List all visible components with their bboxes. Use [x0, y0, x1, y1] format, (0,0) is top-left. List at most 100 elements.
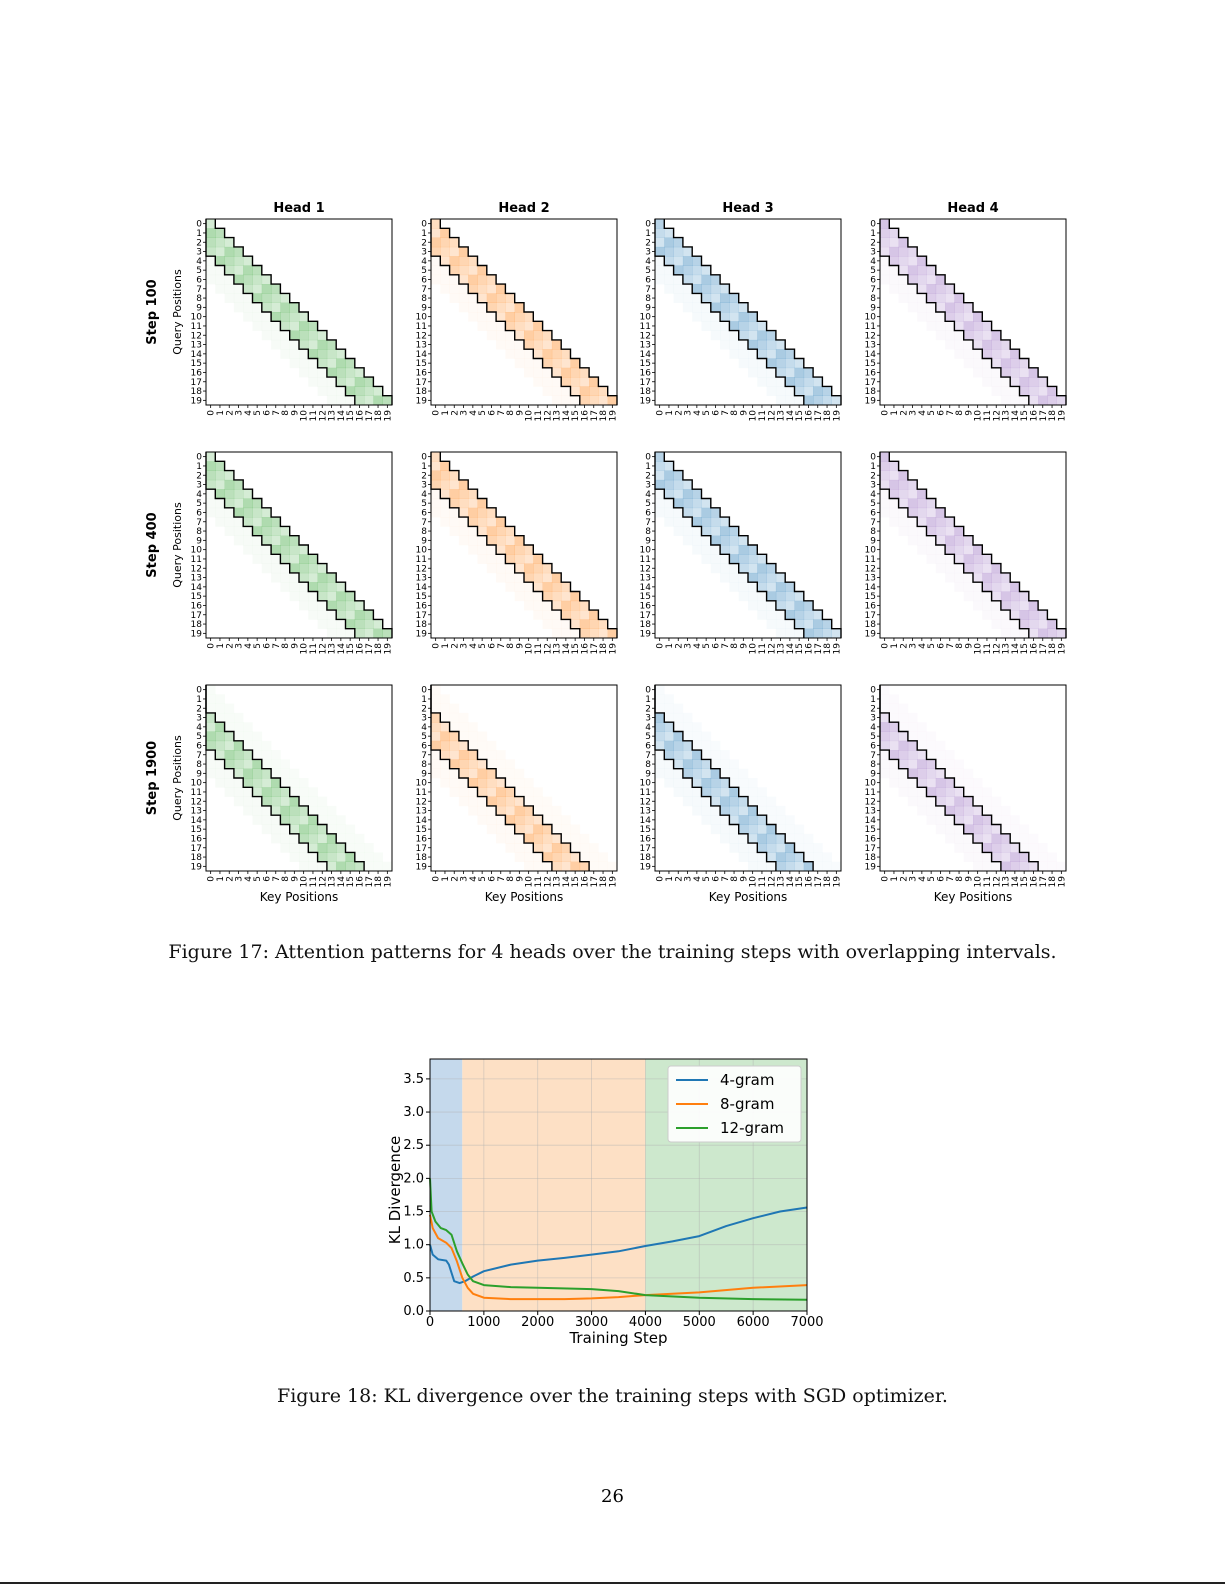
- band-upper-boundary: [205, 685, 365, 871]
- series-line-4-gram: [429, 1206, 808, 1285]
- attention-cell: [326, 395, 337, 406]
- y-tick-label: 0: [196, 686, 202, 696]
- attention-cell: [542, 572, 553, 583]
- x-tick-label: 10: [749, 876, 759, 888]
- y-tick-label: 7: [196, 285, 202, 295]
- attention-cell: [458, 740, 469, 751]
- attention-cell: [486, 805, 497, 816]
- attention-cell: [926, 815, 937, 825]
- x-tick-label: 2: [225, 876, 235, 882]
- y-tick-label: 7: [870, 285, 876, 295]
- y-tick-label: 3: [645, 714, 651, 724]
- attention-cell: [963, 349, 974, 359]
- y-tick-label: 9: [645, 769, 651, 779]
- page-number: 26: [601, 1486, 624, 1507]
- y-tick-label: 17: [640, 611, 651, 621]
- attention-cell: [561, 861, 571, 872]
- attention-cell: [1000, 377, 1011, 387]
- x-tick-label: 14: [562, 876, 572, 888]
- y-tick-label: 4: [421, 257, 427, 267]
- band-lower-boundary: [430, 219, 581, 405]
- y-axis-label: Query Positions: [171, 269, 184, 355]
- attention-cell: [280, 535, 290, 546]
- y-tick-label: 1: [421, 229, 427, 239]
- attention-cell: [1028, 377, 1039, 387]
- y-tick-label: 5: [421, 732, 427, 742]
- attention-cell: [206, 759, 216, 769]
- x-tick-label: 0: [207, 410, 217, 416]
- band-upper-boundary: [430, 685, 590, 871]
- attention-cell: [336, 349, 346, 359]
- x-tick-label: 19: [1057, 643, 1067, 655]
- attention-cell: [233, 526, 244, 536]
- attention-cell: [486, 312, 497, 322]
- attention-cell: [673, 507, 684, 518]
- y-tick-label: 0: [645, 220, 651, 230]
- attention-cell: [431, 759, 441, 769]
- attention-cell: [766, 377, 777, 387]
- attention-cell: [364, 395, 374, 406]
- attention-cell: [224, 246, 235, 257]
- attention-cell: [1000, 600, 1011, 611]
- attention-cell: [477, 545, 488, 555]
- attention-cell: [692, 293, 702, 303]
- attention-cell: [1000, 386, 1011, 396]
- attention-cell: [655, 768, 665, 779]
- attention-cell: [682, 256, 693, 266]
- attention-cell: [775, 628, 786, 639]
- attention-cell: [271, 284, 281, 294]
- attention-cell: [468, 778, 478, 788]
- x-tick-label: 1: [441, 410, 451, 416]
- attention-cell: [935, 796, 946, 807]
- attention-cell: [775, 582, 786, 592]
- attention-cell: [551, 619, 562, 629]
- attention-cell: [673, 293, 684, 303]
- y-tick-label: 12: [191, 331, 202, 341]
- attention-cell: [589, 377, 599, 387]
- y-tick-label: 3: [870, 481, 876, 491]
- attention-cell: [926, 545, 937, 555]
- attention-cell: [982, 321, 992, 331]
- x-tick-label: 15: [571, 643, 581, 654]
- x-tick-label: 2: [674, 643, 684, 649]
- attention-cell: [692, 805, 702, 816]
- attention-cell: [880, 452, 890, 462]
- x-tick-label: 1: [890, 876, 900, 882]
- x-tick-label: 7: [721, 876, 731, 882]
- attention-cell: [542, 861, 553, 872]
- x-tick-label: 19: [1057, 410, 1067, 422]
- x-tick-label: 18: [599, 410, 609, 422]
- y-tick-label: 3: [870, 714, 876, 724]
- attention-cell: [973, 367, 983, 378]
- attention-cell: [252, 302, 263, 313]
- attention-cell: [243, 545, 253, 555]
- x-tick-label: 11: [309, 410, 319, 421]
- attention-cell: [206, 768, 216, 779]
- x-tick-label: 4: [918, 643, 928, 649]
- attention-cell: [431, 237, 441, 248]
- y-tick-label: 1: [870, 462, 876, 472]
- attention-cell: [496, 535, 506, 546]
- attention-cell: [907, 535, 918, 546]
- attention-cell: [233, 796, 244, 807]
- attention-cell: [224, 479, 235, 490]
- attention-cell: [224, 274, 235, 285]
- attention-cell: [570, 861, 581, 872]
- x-tick-label: 12: [543, 643, 553, 654]
- attention-cell: [692, 507, 702, 518]
- attention-cell: [326, 367, 337, 378]
- y-tick-label: 7: [196, 751, 202, 761]
- y-tick-label: 13: [191, 807, 202, 817]
- attention-cell: [308, 861, 318, 872]
- attention-cell: [720, 805, 730, 816]
- attention-cell: [880, 265, 890, 276]
- attention-cell: [664, 722, 674, 732]
- attention-cell: [982, 367, 992, 378]
- x-tick-label: 14: [1011, 410, 1021, 422]
- attention-cell: [785, 358, 795, 369]
- attention-cell: [898, 237, 909, 248]
- y-tick-label: 15: [416, 592, 427, 602]
- attention-cell: [710, 824, 721, 835]
- x-tick-label: 3: [684, 410, 694, 416]
- attention-cell: [729, 563, 739, 574]
